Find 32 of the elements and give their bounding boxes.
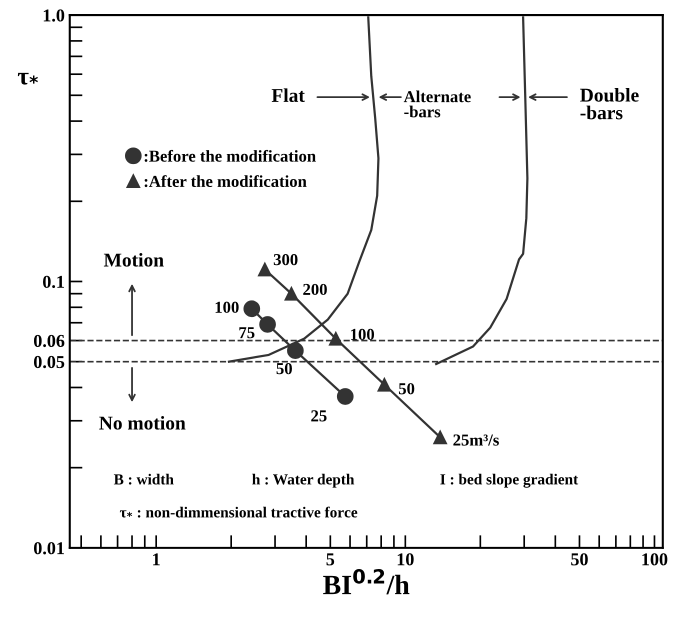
x-tick-label: 5: [326, 553, 334, 566]
y-tick-label: 1.0: [44, 9, 64, 22]
y-tick-label: 0.05: [34, 356, 64, 368]
annotation: No motion: [99, 416, 186, 430]
y-tick-label: 0.1: [43, 276, 64, 288]
annotation: h : Water depth: [252, 474, 354, 488]
annotation: Double -bars: [580, 88, 639, 120]
x-tick-label: 1: [153, 553, 160, 566]
annotation: I : bed slope gradient: [440, 474, 578, 488]
annotation: 200: [303, 284, 327, 296]
annotation: 25m³/s: [453, 434, 499, 446]
annotation: 300: [274, 254, 298, 266]
legend-label: :After the modification: [144, 175, 307, 188]
annotation: τ$_{*}$ : non-dimmensional tractive force: [120, 506, 358, 518]
x-tick-label: 10: [398, 553, 414, 566]
legend-label: :Before the modification: [144, 150, 316, 162]
annotation: 50: [398, 383, 414, 394]
y-axis-title: τ$_{*}$: [18, 72, 38, 85]
annotation: Flat: [272, 88, 305, 102]
annotation: B : width: [114, 474, 174, 485]
annotation: Motion: [104, 252, 164, 267]
annotation: 50: [276, 363, 292, 374]
x-axis-title: BI$^{0.2}$/h: [323, 569, 410, 594]
annotation: 25: [311, 410, 327, 422]
y-tick-label: 0.01: [34, 542, 64, 554]
annotation: Alternate -bars: [404, 90, 471, 118]
x-tick-label: 50: [571, 553, 588, 566]
annotation: 100: [216, 302, 239, 313]
y-tick-label: 0.06: [34, 334, 64, 348]
annotation: 75: [239, 327, 254, 338]
annotation: 100: [351, 328, 374, 340]
x-tick-label: 100: [642, 553, 668, 566]
